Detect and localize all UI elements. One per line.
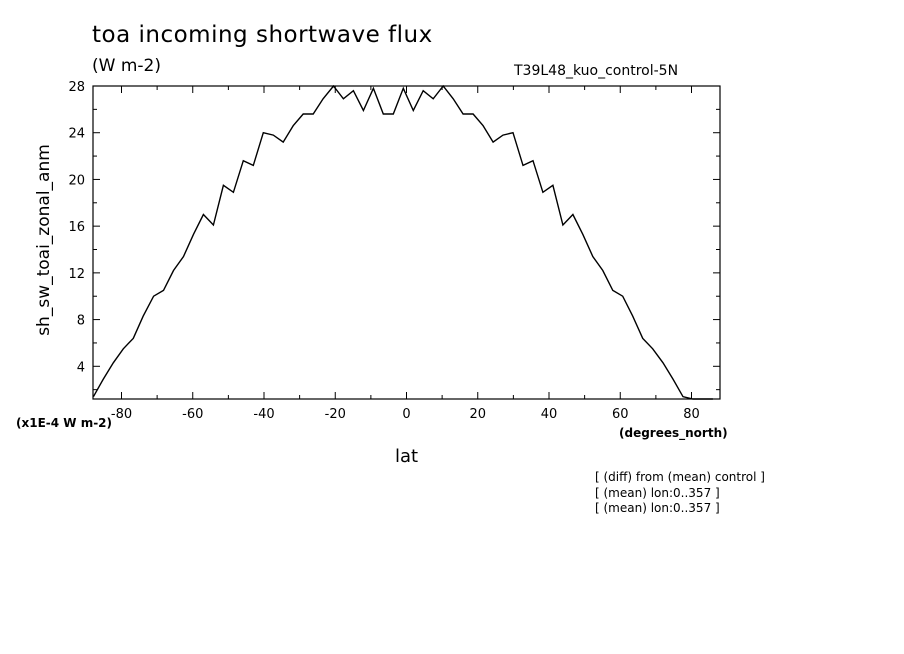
y-tick-label: 8 [77,314,85,329]
y-tick-label: 16 [68,220,85,235]
x-tick-label: -80 [111,407,132,422]
x-units-label: (degrees_north) [619,426,728,440]
x-tick-label: -20 [325,407,346,422]
axis-ticks [93,85,720,399]
x-axis-label: lat [395,446,419,467]
y-tick-label: 4 [77,360,85,375]
y-tick-label: 20 [68,173,85,188]
y-tick-label: 12 [68,267,85,282]
y-tick-label: 24 [68,127,85,142]
x-tick-label: 40 [541,407,558,422]
chart-title: toa incoming shortwave flux [92,22,433,48]
note-line: [ (mean) lon:0..357 ] [595,485,720,500]
x-tick-label: 0 [402,407,410,422]
notes-block: [ (diff) from (mean) control ] [ (mean) … [595,470,765,517]
x-tick-label: -40 [253,407,274,422]
x-tick-label: -60 [182,407,203,422]
tick-labels: -80 -60 -40 -20 0 20 40 60 80 4 8 12 16 20 24 28 [68,80,699,422]
x-tick-label: 20 [469,407,486,422]
x-tick-label: 60 [612,407,629,422]
note-line: [ (mean) lon:0..357 ] [595,501,720,515]
y-tick-label: 28 [68,80,85,95]
run-label: T39L48_kuo_control-5N [514,63,679,79]
x-tick-label: 80 [683,407,700,422]
note-line: [ (diff) from (mean) control ] [595,470,765,484]
units-label: (W m-2) [92,56,161,76]
plot-frame [92,85,721,400]
series-lines [92,84,713,400]
scale-label: (x1E-4 W m-2) [16,416,113,430]
series-line [92,84,713,400]
